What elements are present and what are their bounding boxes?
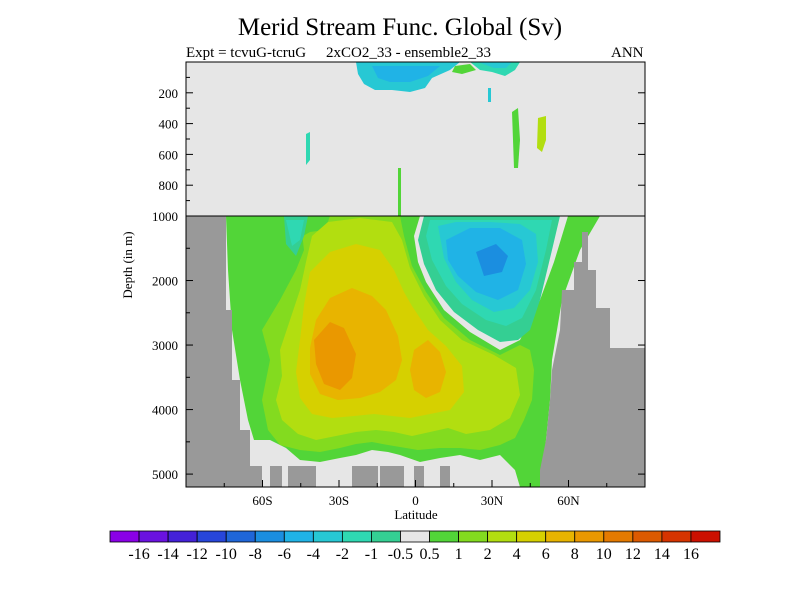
- colorbar-swatch: [371, 530, 401, 543]
- colorbar-label: -12: [186, 546, 207, 563]
- colorbar-swatch: [196, 530, 227, 543]
- colorbar: -16 -14 -12 -10 -8 -6 -4 -2 -1 -0.5 0.5 1 2 4 6 8 10 12 14…: [109, 530, 721, 563]
- colorbar-label: 2: [484, 546, 492, 563]
- colorbar-label: -0.5: [388, 546, 413, 563]
- colorbar-label: 8: [571, 546, 579, 563]
- colorbar-swatch: [458, 530, 489, 543]
- bathymetry-north: [540, 216, 645, 487]
- x-tick-label: 30N: [481, 493, 504, 508]
- colorbar-label: -10: [216, 546, 237, 563]
- colorbar-label: -2: [336, 546, 349, 563]
- upper-y-axis: 200 400 600 800 1000: [152, 76, 645, 224]
- colorbar-swatch: [225, 530, 256, 543]
- upper-y-tick-label: 400: [159, 117, 179, 132]
- colorbar-label: 16: [683, 546, 699, 563]
- x-axis: 60S 30S 0 30N 60N: [223, 480, 608, 508]
- colorbar-label: 14: [654, 546, 670, 563]
- chart-title: Merid Stream Func. Global (Sv): [237, 14, 563, 41]
- colorbar-swatch: [109, 530, 140, 543]
- upper-green-line: [398, 168, 401, 216]
- upper-y-tick-label: 200: [159, 86, 179, 101]
- upper-panel: [185, 61, 646, 217]
- x-tick-label: 60N: [557, 493, 580, 508]
- x-tick-label: 30S: [329, 493, 349, 508]
- colorbar-swatch: [283, 530, 314, 543]
- upper-y-tick-label: 1000: [152, 209, 178, 224]
- colorbar-swatch: [690, 530, 721, 543]
- colorbar-label: 12: [625, 546, 641, 563]
- colorbar-label: -1: [365, 546, 378, 563]
- colorbar-swatch: [487, 530, 518, 543]
- x-tick-label: 60S: [252, 493, 272, 508]
- lower-y-tick-label: 3000: [152, 338, 178, 353]
- colorbar-swatch: [400, 530, 430, 543]
- colorbar-swatch: [632, 530, 663, 543]
- upper-cyan-dot: [488, 88, 491, 102]
- bathymetry-south: [186, 216, 262, 487]
- bathymetry-ridges: [270, 466, 450, 487]
- colorbar-swatch: [603, 530, 634, 543]
- upper-neg-minus1-core: [478, 62, 512, 68]
- colorbar-label: -4: [307, 546, 320, 563]
- colorbar-swatch: [138, 530, 169, 543]
- lower-y-tick-label: 2000: [152, 274, 178, 289]
- lower-y-axis: 2000 3000 4000 5000: [152, 247, 645, 482]
- colorbar-swatch: [661, 530, 692, 543]
- colorbar-label: -6: [278, 546, 291, 563]
- colorbar-swatch: [341, 530, 372, 543]
- colorbar-label: 1: [455, 546, 463, 563]
- colorbar-label: -8: [249, 546, 262, 563]
- colorbar-label: -16: [128, 546, 149, 563]
- upper-yellow-streak: [537, 116, 546, 152]
- x-tick-label: 0: [412, 493, 419, 508]
- colorbar-swatch: [429, 530, 459, 543]
- lower-panel: [185, 215, 646, 488]
- x-axis-label: Latitude: [394, 507, 438, 522]
- colorbar-label: 0.5: [420, 546, 440, 563]
- negative-region-min: [476, 244, 508, 276]
- upper-negative-core: [372, 66, 440, 82]
- lower-y-tick-label: 4000: [152, 403, 178, 418]
- upper-y-tick-label: 800: [159, 178, 179, 193]
- positive-region-8: [314, 322, 356, 390]
- upper-vertical-streak: [512, 108, 520, 168]
- experiment-label: Expt = tcvuG-tcruG: [186, 45, 307, 61]
- colorbar-label: 10: [596, 546, 612, 563]
- lower-y-tick-label: 5000: [152, 467, 178, 482]
- upper-cyan-speck: [306, 132, 310, 165]
- colorbar-swatch: [574, 530, 605, 543]
- colorbar-label: 4: [513, 546, 521, 563]
- case-label: 2xCO2_33 - ensemble2_33: [326, 45, 491, 61]
- season-label: ANN: [611, 45, 644, 61]
- upper-y-tick-label: 600: [159, 147, 179, 162]
- colorbar-label: -14: [157, 546, 178, 563]
- colorbar-swatch: [545, 530, 576, 543]
- colorbar-label: 6: [542, 546, 550, 563]
- upper-positive-sliver: [452, 64, 476, 74]
- y-axis-label: Depth (in m): [120, 231, 135, 298]
- colorbar-swatch: [167, 530, 198, 543]
- colorbar-swatch: [254, 530, 285, 543]
- colorbar-swatch: [516, 530, 547, 543]
- colorbar-swatch: [312, 530, 343, 543]
